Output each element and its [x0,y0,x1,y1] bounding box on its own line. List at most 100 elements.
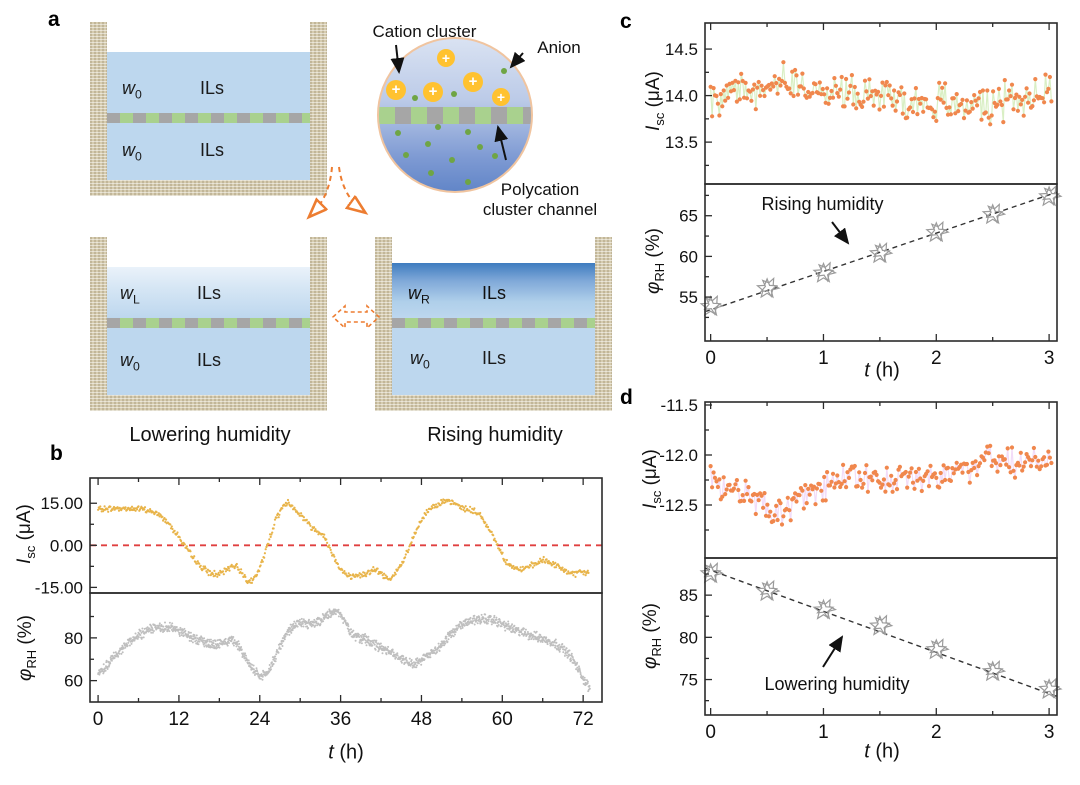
data-point [814,486,820,491]
data-point [902,91,907,96]
data-point [756,79,761,85]
data-point [198,640,201,643]
data-point [461,505,464,508]
data-point [436,651,438,653]
data-point [1030,104,1035,109]
data-point [193,634,196,637]
data-point [841,462,846,467]
data-point [969,100,974,105]
data-point [202,643,205,646]
data-point [721,88,726,93]
lowering-annotation-arrow-icon [822,635,844,668]
data-point [995,469,1000,474]
data-point [943,81,948,86]
data-point [546,643,549,646]
data-point [443,640,446,643]
data-point [326,541,329,545]
data-point [941,463,946,468]
data-point [529,564,532,567]
data-point [569,657,572,660]
wall-right [310,22,327,196]
data-point [310,625,313,628]
anion-icon [501,68,507,74]
data-point [472,620,475,622]
data-point [720,494,725,499]
data-point [214,574,217,577]
data-point [142,630,145,633]
data-point [383,572,386,575]
data-point [862,78,868,83]
data-point [318,617,321,620]
data-point [813,502,818,507]
data-point [196,560,199,563]
data-point [734,478,740,483]
data-point [141,627,144,630]
data-point [391,648,394,651]
data-point [1026,100,1031,105]
data-point [422,517,425,520]
data-point [136,508,139,511]
data-point [302,618,305,621]
data-point [913,469,919,475]
data-point [121,644,124,647]
data-point [420,663,423,666]
data-point [226,568,229,572]
data-point [270,668,272,671]
data-point [367,569,370,573]
data-point [877,107,882,112]
data-point [286,498,290,502]
data-point [476,622,479,625]
b-isc-axis-label: Isc (μA) [14,504,38,564]
data-point [294,508,297,511]
data-point [937,485,942,490]
data-point [781,514,786,519]
data-point [300,512,303,515]
data-point [120,652,123,655]
data-point [897,92,903,98]
data-point [169,523,172,526]
data-point [724,487,729,492]
data-point [378,648,381,651]
data-point [454,633,456,636]
data-point [1011,107,1016,112]
data-point [469,505,472,508]
d-phi-axis-label: φRH (%) [640,603,664,669]
data-point [349,633,352,636]
data-point [402,655,405,658]
data-point [883,489,888,494]
data-point [744,96,750,101]
panel-d-letter: d [620,386,633,409]
data-point [583,676,586,679]
data-point [105,659,108,662]
chart-c-top: 14.5 14.0 13.5 [665,22,1058,185]
data-point [964,461,970,467]
cation-cluster-label: Cation cluster [372,22,477,41]
data-point [826,101,831,106]
data-point [437,642,440,645]
data-point [733,482,738,487]
star-marker [929,220,950,242]
data-point [429,653,432,656]
data-point [127,641,130,644]
data-point [276,512,279,515]
data-point [905,485,910,490]
x-tick-label: 12 [168,709,189,730]
data-point [836,94,841,99]
data-point [443,644,446,647]
data-point [178,536,181,539]
data-point [975,473,980,478]
data-point [183,634,185,637]
data-point [845,96,850,101]
data-point [852,84,857,90]
data-point [547,560,550,563]
data-point [332,553,335,557]
data-point [510,564,513,567]
data-point [341,568,344,572]
data-point [924,97,929,102]
cation-icon: + [492,88,510,106]
anion-icon [492,153,498,159]
data-point [849,73,855,78]
data-point [865,96,871,101]
data-point [149,508,152,511]
c-time-axis-label: t (h) [864,359,900,382]
